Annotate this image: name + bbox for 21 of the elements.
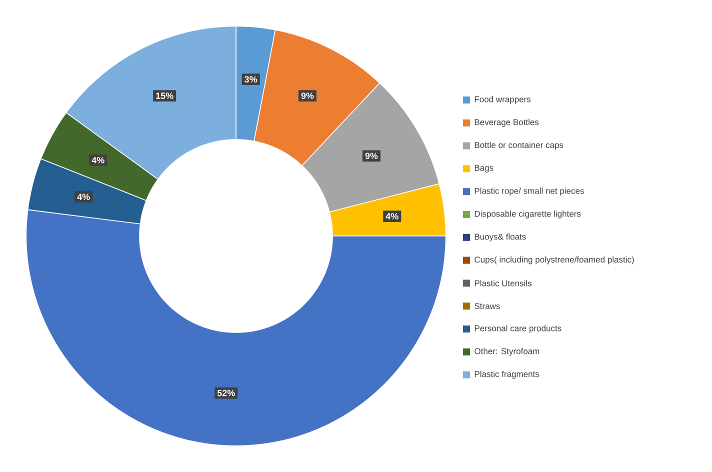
data-label: 15% — [156, 92, 174, 99]
legend-label: Disposable cigarette lighters — [474, 210, 581, 218]
data-label: 9% — [301, 92, 314, 99]
legend-label: Bottle or container caps — [474, 142, 564, 150]
legend-label: Plastic fragments — [474, 370, 540, 379]
legend-label: Other: Styrofoam — [474, 348, 540, 356]
data-label: 9% — [365, 152, 378, 160]
legend-label: Personal care products — [474, 325, 562, 333]
legend-label: Straws — [474, 303, 500, 310]
data-label: 52% — [217, 390, 235, 396]
legend-label: Food wrappers — [474, 96, 531, 104]
legend-label: Cups( including polystrene/foamed plastic) — [474, 256, 634, 264]
legend-label: Bags — [474, 164, 494, 172]
legend-label: Plastic Utensils — [474, 280, 532, 286]
data-label: 3% — [244, 76, 258, 83]
legend-label: Buoys& floats — [474, 233, 526, 242]
data-label: 4% — [386, 213, 398, 220]
legend-label: Beverage Bottles — [474, 118, 539, 127]
legend-label: Plastic rope/ small net pieces — [474, 188, 584, 196]
data-label: 4% — [92, 157, 104, 164]
data-label: 4% — [77, 194, 90, 200]
